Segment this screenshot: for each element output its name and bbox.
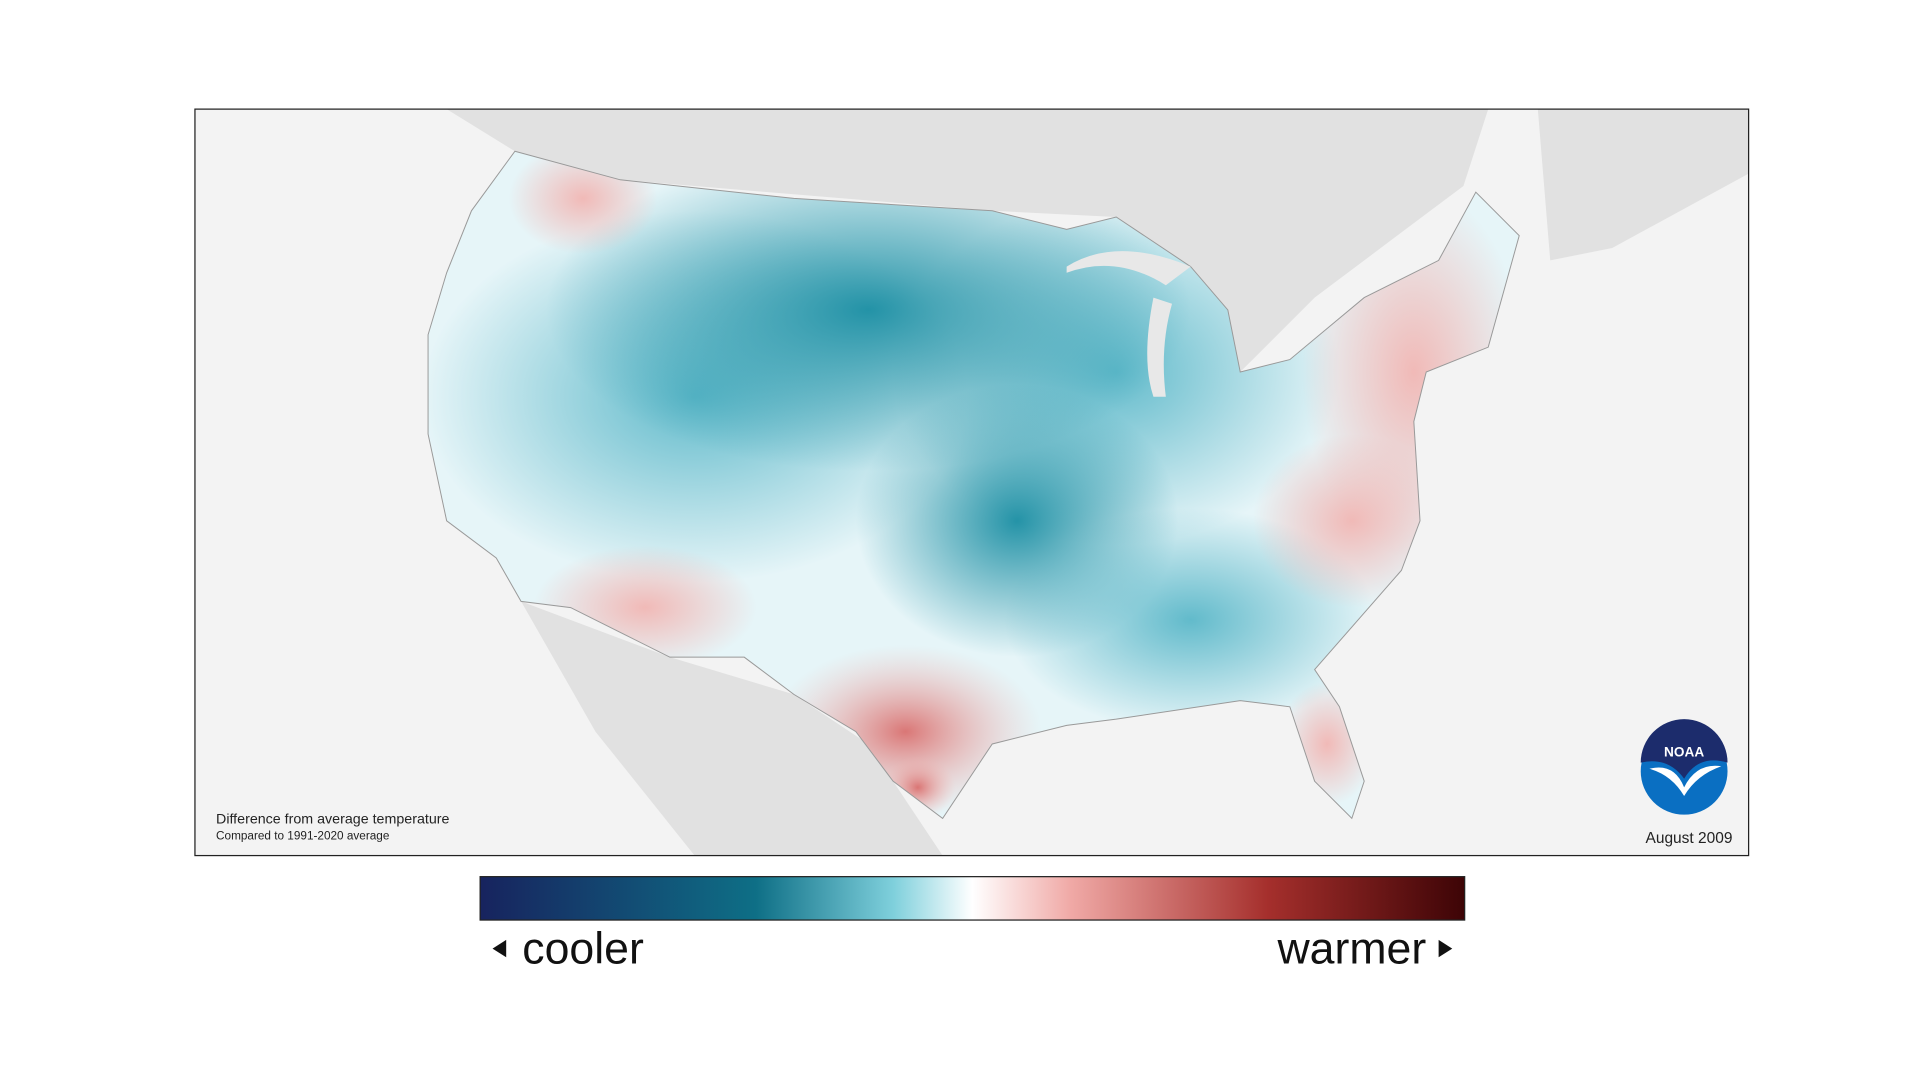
cooler-arrow [492, 939, 507, 958]
lake-michigan [1147, 297, 1173, 397]
map-area [194, 109, 1749, 856]
canada-east [1537, 109, 1749, 261]
mexico [521, 601, 943, 856]
us-anomaly [428, 151, 1520, 819]
noaa-logo: NOAA [1640, 719, 1728, 815]
warmer-arrow [1438, 939, 1453, 958]
legend-high: warmer [1276, 924, 1426, 973]
subcaption: Compared to 1991-2020 average [216, 829, 390, 842]
color-scale [479, 876, 1466, 921]
caption: Difference from average temperature [216, 811, 449, 827]
logo-text: NOAA [1664, 744, 1704, 759]
map-frame [194, 108, 1750, 857]
lake-superior [1066, 251, 1191, 286]
map-date: August 2009 [1646, 830, 1733, 847]
canada [446, 109, 1489, 372]
legend-low: cooler [522, 924, 644, 973]
